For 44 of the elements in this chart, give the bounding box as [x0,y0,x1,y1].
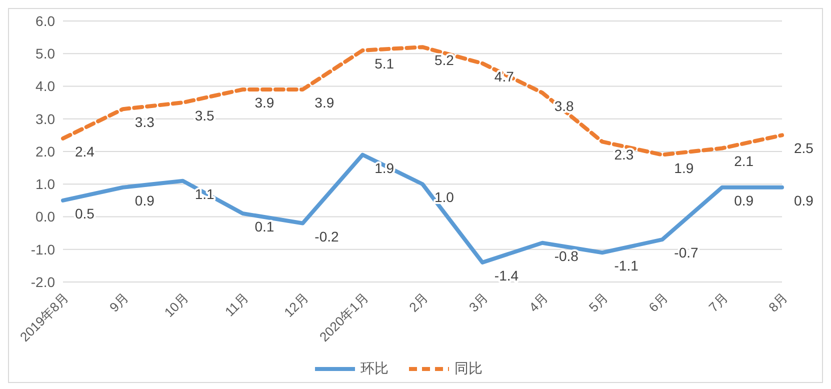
y-tick-label: 2.0 [36,143,56,160]
data-label: 5.2 [434,52,454,68]
x-tick-label: 2月 [406,290,432,315]
data-label: 0.1 [254,218,274,234]
data-label: 2.4 [75,143,95,160]
x-tick-label: 5月 [586,290,611,315]
data-label: 0.9 [794,192,814,208]
data-label: -0.8 [554,248,579,264]
data-label: 1.0 [434,189,454,206]
data-label: 2.1 [734,153,754,170]
data-label: 2.5 [794,140,814,156]
x-tick-label: 3月 [466,290,491,315]
data-label: 3.5 [194,108,215,124]
y-tick-label: 5.0 [36,46,56,62]
x-tick-label: 4月 [526,290,551,315]
y-tick-label: 0.0 [36,208,56,225]
y-tick-label: -2.0 [30,274,56,290]
data-label: -0.7 [674,244,699,261]
data-label: -0.2 [314,228,340,244]
x-tick-label: 8月 [766,290,791,315]
x-tick-label: 6月 [646,290,671,315]
x-tick-label: 12月 [281,290,312,320]
data-label: 0.5 [75,205,95,222]
data-label: 0.9 [734,192,754,208]
legend-label: 同比 [454,360,482,378]
data-label: 3.9 [314,94,334,111]
data-label: 2.3 [614,146,634,163]
x-tick-label: 10月 [161,290,192,320]
y-tick-label: 4.0 [36,78,56,94]
x-tick-label: 7月 [706,290,731,315]
data-label: 5.1 [374,55,394,72]
legend-label: 环比 [360,360,388,378]
data-label: 0.9 [134,192,155,208]
y-tick-label: 6.0 [36,12,56,29]
y-tick-label: 1.0 [36,176,56,192]
data-label: -1.1 [614,258,639,274]
data-label: 3.9 [254,94,274,111]
x-tick-label: 11月 [222,290,252,320]
data-label: -1.4 [494,267,519,284]
y-tick-label: -1.0 [30,241,56,258]
data-label: 3.3 [134,114,155,130]
y-tick-label: 3.0 [36,110,56,127]
data-label: 1.9 [674,160,694,176]
x-tick-label: 9月 [106,290,132,315]
